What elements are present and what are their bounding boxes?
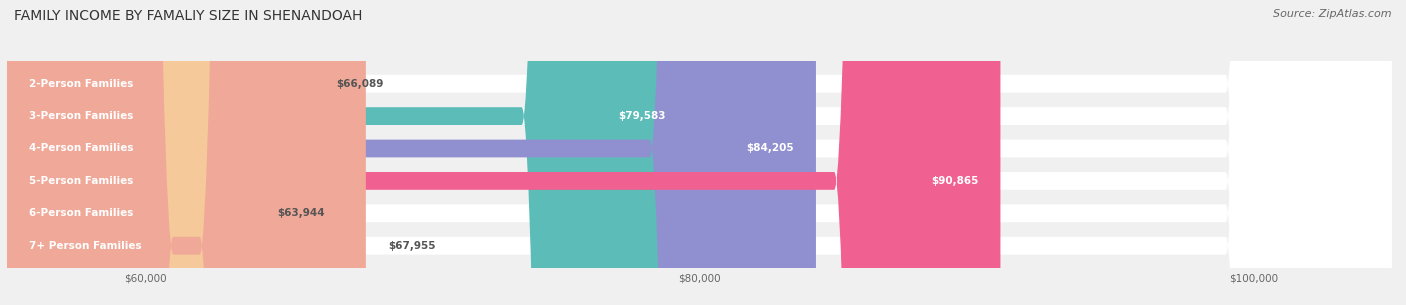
FancyBboxPatch shape: [7, 0, 1001, 305]
Text: 3-Person Families: 3-Person Families: [30, 111, 134, 121]
FancyBboxPatch shape: [7, 0, 1392, 305]
Text: $79,583: $79,583: [619, 111, 666, 121]
Text: $84,205: $84,205: [747, 143, 794, 153]
FancyBboxPatch shape: [7, 0, 1392, 305]
FancyBboxPatch shape: [7, 0, 1392, 305]
Text: FAMILY INCOME BY FAMALIY SIZE IN SHENANDOAH: FAMILY INCOME BY FAMALIY SIZE IN SHENAND…: [14, 9, 363, 23]
FancyBboxPatch shape: [7, 0, 1392, 305]
FancyBboxPatch shape: [7, 0, 688, 305]
Text: Source: ZipAtlas.com: Source: ZipAtlas.com: [1274, 9, 1392, 19]
FancyBboxPatch shape: [7, 0, 1392, 305]
Text: $90,865: $90,865: [931, 176, 979, 186]
Text: 6-Person Families: 6-Person Families: [30, 208, 134, 218]
FancyBboxPatch shape: [7, 0, 314, 305]
FancyBboxPatch shape: [7, 0, 1392, 305]
FancyBboxPatch shape: [7, 0, 366, 305]
Text: $66,089: $66,089: [336, 79, 384, 89]
Text: 5-Person Families: 5-Person Families: [30, 176, 134, 186]
Text: $67,955: $67,955: [388, 241, 436, 251]
FancyBboxPatch shape: [7, 0, 254, 305]
Text: 4-Person Families: 4-Person Families: [30, 143, 134, 153]
FancyBboxPatch shape: [7, 0, 815, 305]
Text: $63,944: $63,944: [277, 208, 325, 218]
Text: 7+ Person Families: 7+ Person Families: [30, 241, 142, 251]
Text: 2-Person Families: 2-Person Families: [30, 79, 134, 89]
